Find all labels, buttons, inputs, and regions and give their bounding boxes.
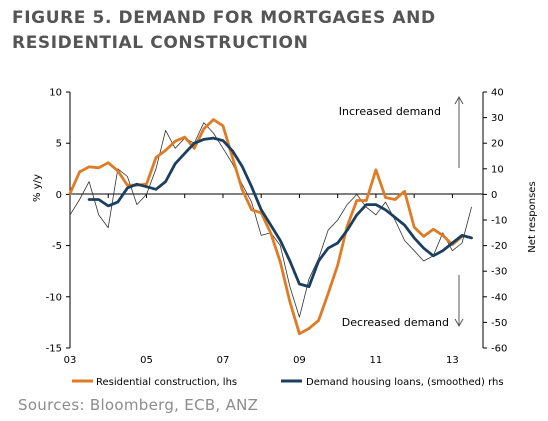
right-tick-label: -30 — [491, 267, 507, 278]
x-tick-label: 03 — [64, 355, 77, 366]
right-tick-label: -50 — [491, 318, 507, 329]
right-tick-label: 10 — [491, 164, 504, 175]
right-tick-label: 30 — [491, 113, 504, 124]
x-tick-label: 13 — [446, 355, 459, 366]
sources-note: Sources: Bloomberg, ECB, ANZ — [18, 396, 259, 414]
right-tick-label: 40 — [491, 88, 504, 99]
left-tick-label: 0 — [56, 190, 62, 201]
chart-title: FIGURE 5. DEMAND FOR MORTGAGES AND RESID… — [12, 6, 532, 56]
right-tick-label: -10 — [491, 216, 507, 227]
x-tick-label: 11 — [370, 355, 383, 366]
chart-title-line1: FIGURE 5. DEMAND FOR MORTGAGES AND — [12, 8, 436, 28]
right-tick-label: -20 — [491, 241, 507, 252]
left-tick-label: -5 — [52, 241, 62, 252]
demand-housing-loans-line — [87, 136, 473, 289]
right-tick-label: -40 — [491, 292, 507, 303]
x-tick-label: 05 — [140, 355, 153, 366]
left-tick-label: 10 — [49, 88, 62, 99]
residential-construction-line — [68, 118, 464, 336]
right-tick-label: 0 — [491, 190, 497, 201]
annotations-group: Increased demand Decreased demand — [339, 95, 464, 329]
down-arrow-head — [454, 318, 464, 328]
legend-label-residential: Residential construction, lhs — [96, 377, 237, 388]
legend-label-loans: Demand housing loans, (smoothed) rhs — [306, 377, 504, 388]
chart-title-line2: RESIDENTIAL CONSTRUCTION — [12, 33, 309, 53]
x-tick-label: 09 — [293, 355, 306, 366]
series-group — [68, 118, 473, 336]
left-tick-label: -10 — [46, 292, 62, 303]
axes-group: 10 5 0 -5 -10 -15 40 30 20 10 0 -10 -20 -30 -40 -50 -60 0… — [32, 88, 538, 367]
x-tick-label: 07 — [217, 355, 230, 366]
left-axis-label: % y/y — [32, 174, 43, 202]
right-axis-label: Net responses — [527, 181, 538, 252]
left-tick-label: 5 — [56, 139, 62, 150]
increased-demand-label: Increased demand — [339, 105, 441, 118]
legend: Residential construction, lhs Demand hous… — [72, 377, 504, 388]
up-arrow-head — [454, 95, 464, 105]
right-tick-label: -60 — [491, 344, 507, 355]
left-tick-label: -15 — [46, 344, 62, 355]
right-tick-label: 20 — [491, 139, 504, 150]
decreased-demand-label: Decreased demand — [342, 316, 449, 329]
